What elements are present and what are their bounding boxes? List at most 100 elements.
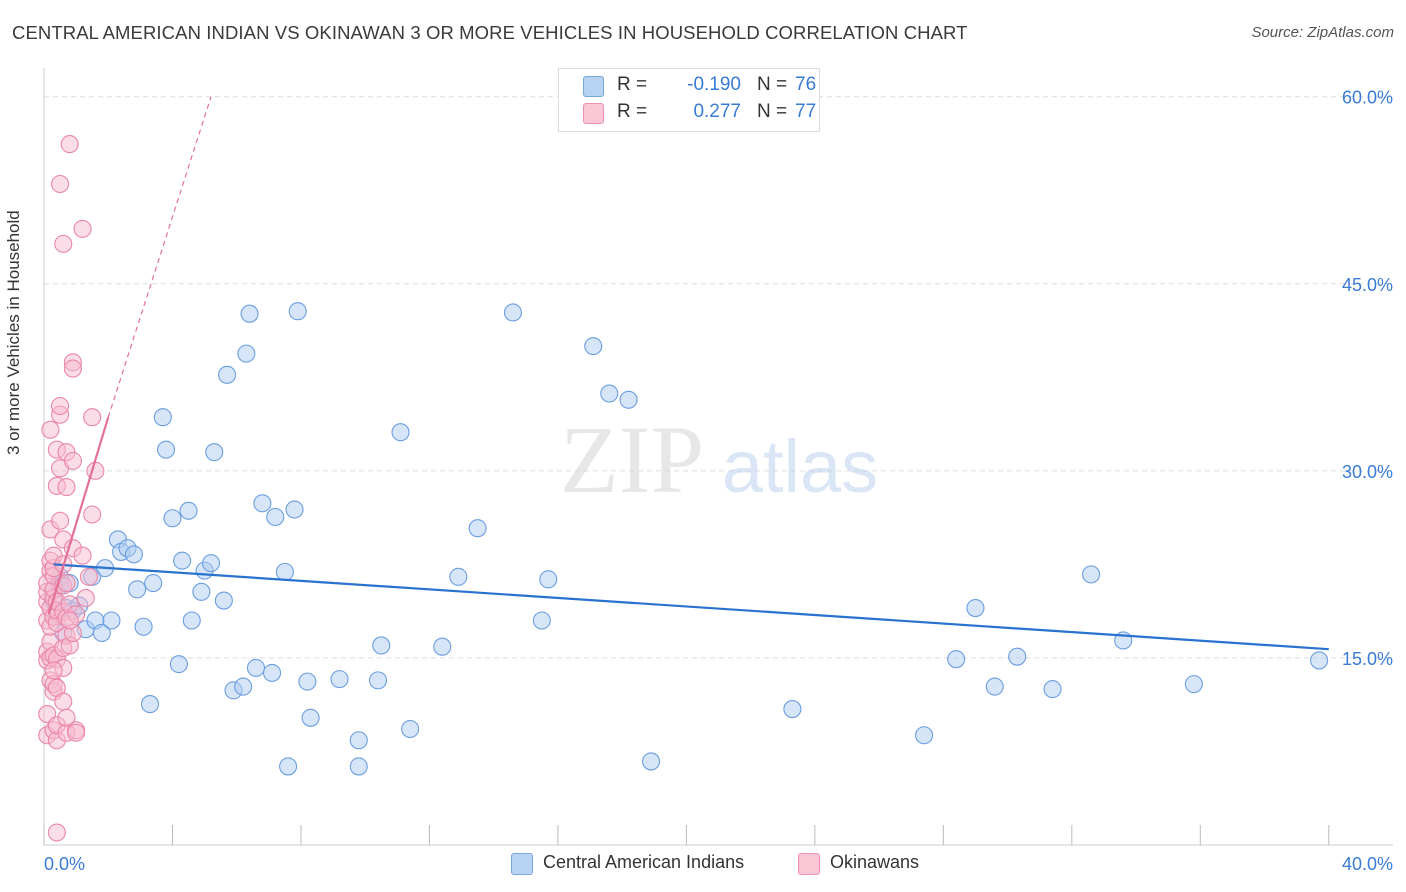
point-central-american-indian	[173, 551, 192, 570]
point-okinawan	[79, 567, 99, 586]
point-central-american-indian	[947, 650, 966, 669]
point-central-american-indian	[163, 509, 182, 528]
point-central-american-indian	[503, 303, 522, 322]
bottom-legend-label-blue: Central American Indians	[543, 852, 745, 872]
point-central-american-indian	[468, 519, 487, 538]
point-okinawan	[47, 823, 66, 842]
point-okinawan	[73, 546, 92, 565]
point-okinawan	[83, 408, 102, 427]
legend-box: R = -0.190 N = 76 R = 0.277 N = 77	[558, 68, 820, 132]
point-central-american-indian	[144, 574, 163, 593]
point-central-american-indian	[275, 562, 294, 581]
y-tick-label: 45.0%	[1342, 275, 1393, 295]
point-central-american-indian	[169, 655, 188, 674]
point-central-american-indian	[285, 500, 304, 519]
trend-line-pink	[47, 416, 110, 615]
legend-n-value: 76	[795, 74, 817, 95]
point-central-american-indian	[288, 302, 307, 321]
point-central-american-indian	[1043, 680, 1062, 699]
point-central-american-indian	[1184, 675, 1203, 694]
axis-layer	[43, 68, 1393, 846]
legend-n-label: N =	[757, 74, 788, 95]
point-central-american-indian	[253, 494, 272, 513]
point-central-american-indian	[214, 591, 233, 610]
point-okinawan	[54, 692, 73, 711]
point-central-american-indian	[1310, 651, 1329, 670]
watermark-zip: ZIP	[560, 406, 704, 513]
point-central-american-indian	[372, 636, 391, 655]
point-central-american-indian	[985, 677, 1004, 696]
point-central-american-indian	[124, 545, 143, 564]
point-central-american-indian	[449, 567, 468, 586]
y-tick-label: 60.0%	[1342, 88, 1393, 108]
bottom-legend-swatch-pink	[798, 853, 820, 875]
legend-r-value: 0.277	[693, 101, 741, 122]
point-central-american-indian	[600, 384, 619, 403]
point-central-american-indian	[915, 726, 934, 745]
legend-swatch-pink	[583, 103, 604, 124]
point-central-american-indian	[262, 663, 282, 682]
point-central-american-indian	[92, 623, 111, 643]
point-central-american-indian	[783, 700, 802, 719]
legend-n-label: N =	[757, 101, 788, 122]
point-central-american-indian	[157, 440, 176, 459]
grid-layer	[44, 96, 1393, 659]
point-central-american-indian	[532, 611, 551, 630]
bottom-legend-swatch-blue	[511, 853, 533, 875]
point-central-american-indian	[298, 672, 317, 691]
point-central-american-indian	[619, 390, 638, 409]
x-tick-label: 0.0%	[44, 854, 85, 874]
point-okinawan	[51, 511, 70, 530]
point-central-american-indian	[330, 670, 349, 689]
chart-title: CENTRAL AMERICAN INDIAN VS OKINAWAN 3 OR…	[12, 22, 968, 43]
point-central-american-indian	[584, 337, 603, 356]
point-central-american-indian	[1082, 565, 1101, 584]
point-central-american-indian	[266, 507, 285, 527]
point-okinawan	[60, 611, 79, 630]
point-central-american-indian	[349, 731, 368, 750]
y-tick-label: 15.0%	[1342, 649, 1393, 669]
tick-labels: 15.0% 30.0% 45.0% 60.0% 0.0% 40.0%	[44, 88, 1393, 874]
point-okinawan	[57, 708, 76, 727]
trend-layer	[47, 96, 1329, 651]
point-okinawan	[67, 723, 86, 742]
y-tick-label: 30.0%	[1342, 462, 1393, 482]
legend-r-label: R =	[617, 74, 648, 95]
x-tick-label: 40.0%	[1342, 854, 1393, 874]
point-central-american-indian	[179, 501, 198, 520]
point-central-american-indian	[237, 344, 256, 363]
point-central-american-indian	[140, 695, 160, 714]
point-central-american-indian	[401, 719, 420, 739]
point-okinawan	[63, 451, 82, 470]
point-okinawan	[54, 234, 73, 253]
point-central-american-indian	[182, 611, 201, 630]
point-okinawan	[51, 396, 70, 416]
point-central-american-indian	[966, 598, 985, 618]
point-central-american-indian	[218, 365, 237, 384]
point-central-american-indian	[1008, 647, 1027, 666]
point-central-american-indian	[234, 677, 253, 696]
point-central-american-indian	[641, 752, 661, 771]
point-central-american-indian	[279, 757, 298, 776]
point-central-american-indian	[128, 580, 147, 599]
point-central-american-indian	[205, 443, 224, 462]
watermark: ZIP atlas	[560, 406, 878, 513]
source-label: Source: ZipAtlas.com	[1251, 24, 1394, 41]
point-central-american-indian	[102, 611, 121, 630]
trend-line-blue	[53, 563, 1329, 651]
point-central-american-indian	[349, 757, 368, 776]
point-okinawan	[76, 589, 95, 608]
bottom-legend-label-pink: Okinawans	[830, 852, 920, 872]
point-central-american-indian	[301, 708, 320, 727]
point-central-american-indian	[153, 408, 172, 427]
point-central-american-indian	[192, 582, 211, 601]
legend-swatch-blue	[583, 76, 604, 97]
point-okinawan	[41, 420, 60, 439]
point-okinawan	[51, 174, 70, 194]
point-central-american-indian	[246, 658, 266, 677]
trend-line-pink-extension	[107, 96, 212, 418]
point-central-american-indian	[201, 554, 221, 573]
point-okinawan	[63, 359, 82, 378]
point-okinawan	[57, 478, 76, 497]
